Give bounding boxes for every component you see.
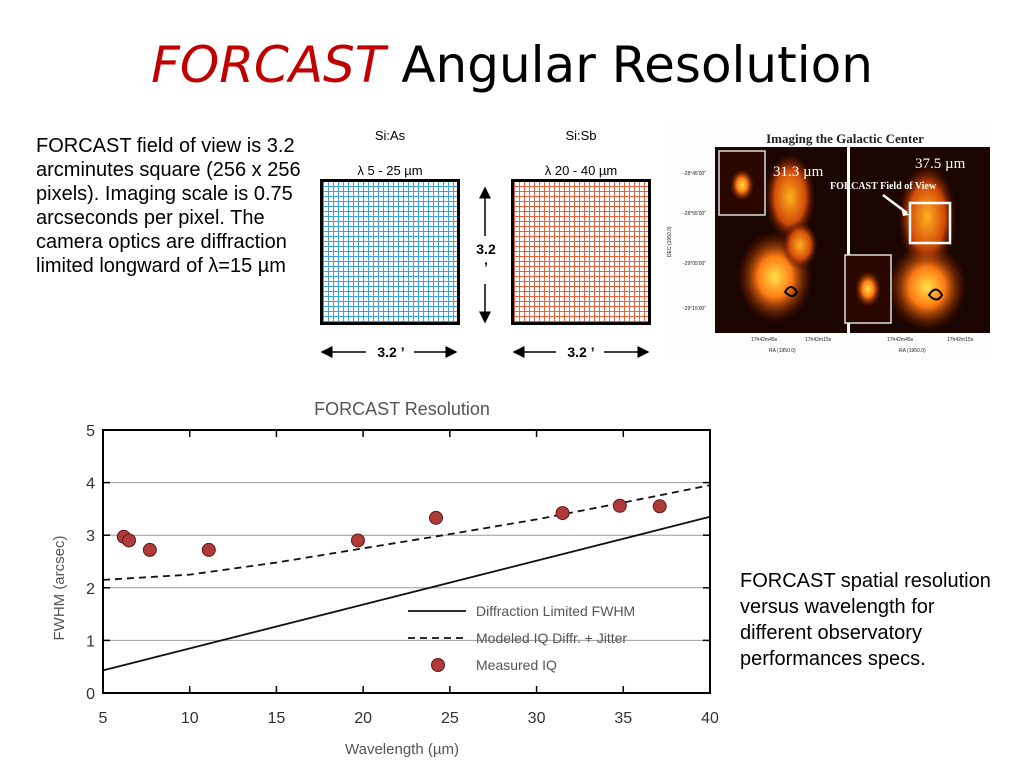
- legend-label-2: Modeled IQ Diffr. + Jitter: [476, 630, 627, 646]
- gc-ra-label-left: RA (1950.0): [769, 348, 796, 354]
- gc-label-left: 31.3 µm: [773, 164, 824, 180]
- chart-title: FORCAST Resolution: [314, 399, 490, 419]
- dimension-width-label-2: 3.2 ’: [567, 344, 595, 360]
- y-tick-label-5: 5: [86, 423, 95, 440]
- title-highlight: FORCAST: [151, 36, 386, 94]
- gc-fov-box: [908, 201, 952, 245]
- detector1-range: λ 5 - 25 µm: [357, 163, 423, 178]
- detector1-material: Si:As: [374, 128, 406, 143]
- galactic-center-image: Imaging the Galactic Center 31.3 µm 37.5…: [665, 127, 991, 360]
- chart-axes: 0 1 2 3 4 5 5 10 15 20 25 30 35 40: [86, 423, 719, 727]
- gc-ra-tick-right-1: 17h42m45s: [887, 337, 914, 343]
- y-axis-label: FWHM (arcsec): [51, 536, 68, 641]
- plot-frame: [102, 429, 711, 694]
- gc-dec-tick-3: -29°05'00": [683, 261, 706, 267]
- diffraction-limit-line: [102, 515, 711, 672]
- modeled-iq-line: [102, 484, 711, 581]
- chart-series: [102, 484, 711, 672]
- dimension-arrows: [320, 186, 650, 358]
- measured-iq-point-7: [555, 506, 570, 521]
- y-tick-label-0: 0: [86, 686, 95, 703]
- gc-dec-tick-2: -28°55'00": [683, 211, 706, 217]
- page-title: FORCAST Angular Resolution: [0, 30, 1024, 100]
- measured-iq-point-2: [122, 533, 137, 548]
- detector2-pixel-grid: [511, 179, 651, 325]
- x-tick-label-30: 30: [528, 710, 546, 727]
- chart-caption: FORCAST spatial resolution versus wavele…: [740, 570, 991, 670]
- chart-legend: Diffraction Limited FWHM Modeled IQ Diffr…: [408, 603, 635, 673]
- measured-iq-point-5: [350, 533, 365, 548]
- title-rest: Angular Resolution: [401, 36, 873, 94]
- x-tick-label-20: 20: [354, 710, 372, 727]
- gc-dec-label: DEC (1950.0): [667, 226, 673, 257]
- legend-label-1: Diffraction Limited FWHM: [476, 603, 635, 619]
- x-tick-label-5: 5: [99, 710, 108, 727]
- measured-iq-point-4: [201, 542, 216, 557]
- x-tick-label-15: 15: [268, 710, 286, 727]
- legend-label-3: Measured IQ: [476, 657, 557, 673]
- gc-label-right: 37.5 µm: [915, 156, 966, 172]
- detector2-range: λ 20 - 40 µm: [544, 163, 618, 178]
- resolution-chart: FORCAST Resolution 0 1 2 3 4 5 5 10 15 20 25 30 35 40…: [51, 399, 719, 758]
- chart-gridlines: [103, 482, 710, 641]
- legend-marker-measured: [431, 658, 445, 672]
- gc-title: Imaging the Galactic Center: [766, 131, 924, 146]
- measured-iq-point-8: [612, 498, 627, 513]
- gc-ra-label-right: RA (1950.0): [899, 348, 926, 354]
- dimension-height-unit: ’: [484, 259, 488, 275]
- dimension-height-value: 3.2: [476, 241, 496, 257]
- y-tick-label-3: 3: [86, 528, 95, 545]
- gc-dec-tick-1: -28°45'00": [683, 171, 706, 177]
- x-axis-label: Wavelength (µm): [345, 741, 459, 758]
- x-tick-label-10: 10: [181, 710, 199, 727]
- gc-ra-tick-left-1: 17h42m45s: [751, 337, 778, 343]
- gc-ra-tick-right-2: 17h42m15s: [947, 337, 974, 343]
- detector1-pixel-grid: [320, 179, 460, 325]
- y-tick-label-4: 4: [86, 476, 95, 493]
- gc-ra-tick-left-2: 17h42m15s: [805, 337, 832, 343]
- fov-description: FORCAST field of view is 3.2 arcminutes …: [36, 135, 301, 277]
- x-tick-label-35: 35: [614, 710, 632, 727]
- detector2-material: Si:Sb: [565, 128, 597, 143]
- gc-fov-label: FORCAST Field of View: [830, 181, 937, 192]
- x-tick-label-25: 25: [441, 710, 459, 727]
- measured-iq-point-6: [428, 510, 443, 525]
- y-tick-label-1: 1: [86, 633, 95, 650]
- dimension-width-label-1: 3.2 ’: [377, 344, 405, 360]
- measured-iq-point-3: [142, 542, 157, 557]
- measured-iq-point-9: [652, 499, 667, 514]
- gc-dec-tick-4: -29°15'00": [683, 306, 706, 312]
- y-tick-label-2: 2: [86, 581, 95, 598]
- x-tick-label-40: 40: [701, 710, 719, 727]
